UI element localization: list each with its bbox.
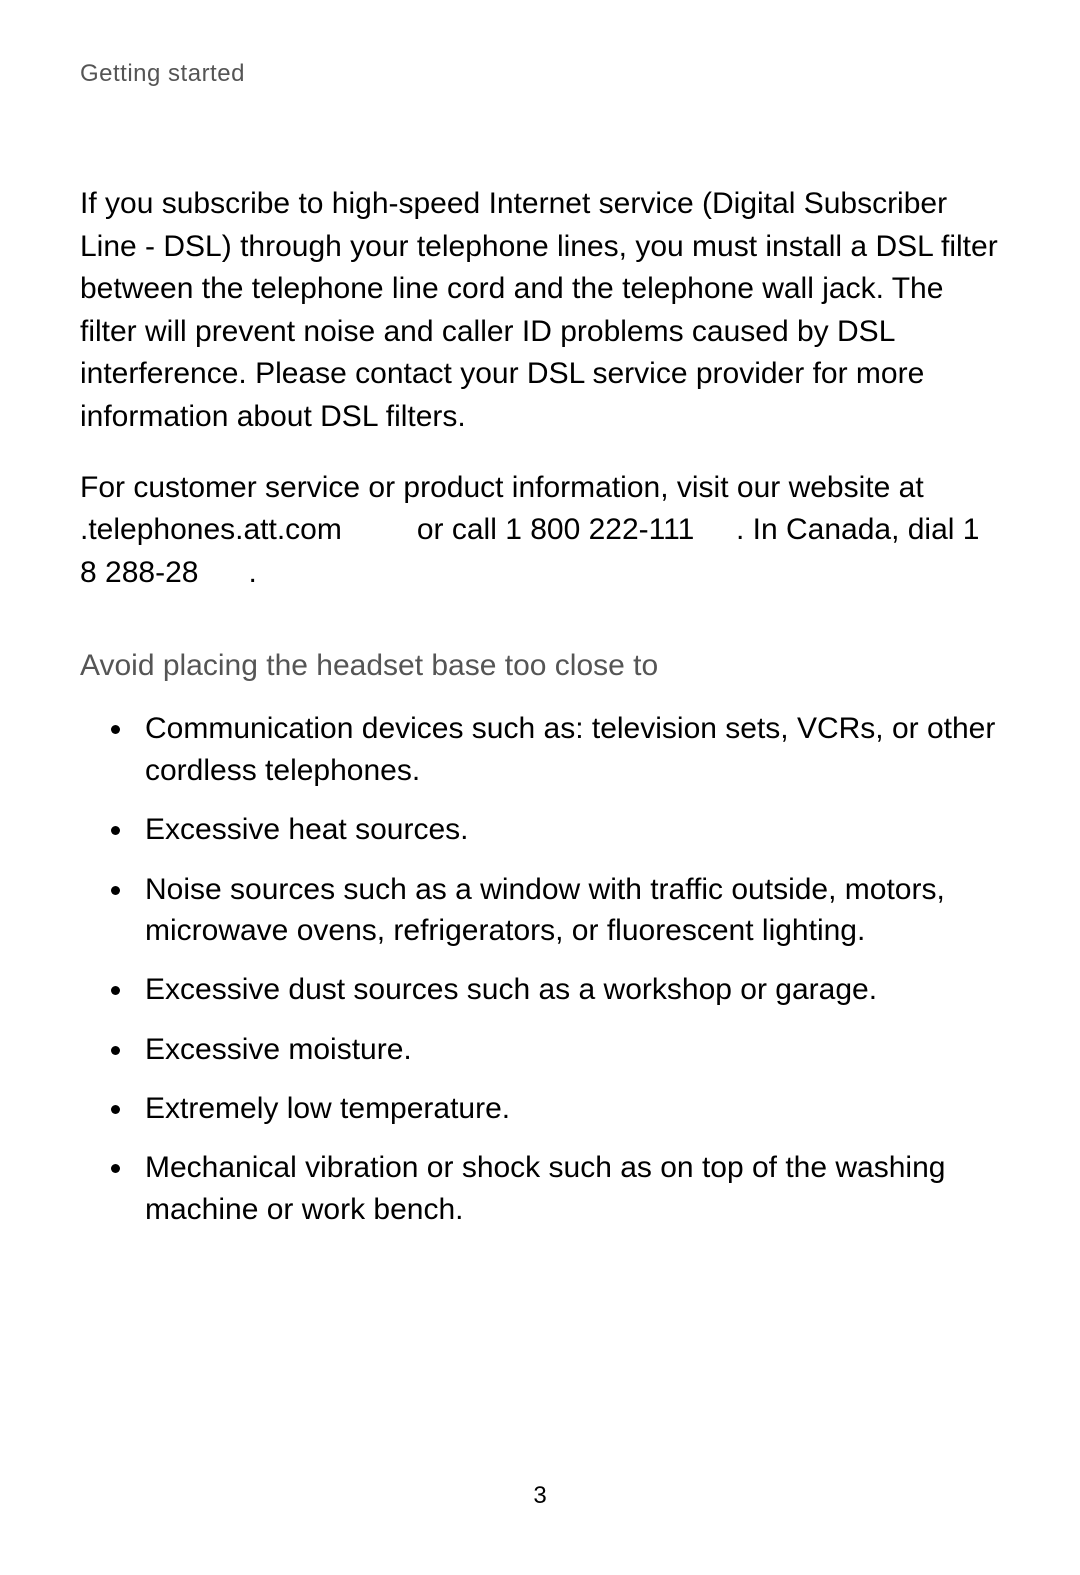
website-link[interactable]: .telephones.att.com [80, 513, 342, 546]
section-label: Getting started [80, 60, 1000, 88]
cs-mid1: or call [409, 513, 506, 546]
avoid-subheading: Avoid placing the headset base too close… [80, 649, 1000, 683]
avoid-list: Communication devices such as: televisio… [80, 708, 1000, 1230]
dsl-paragraph: If you subscribe to high-speed Internet … [80, 183, 1000, 439]
cs-suffix: . [240, 556, 257, 589]
cs-prefix: For customer service or product informat… [80, 471, 924, 504]
customer-service-paragraph: For customer service or product informat… [80, 467, 1000, 595]
list-item: Extremely low temperature. [135, 1088, 1000, 1129]
cs-mid2: . In Canada, dial [728, 513, 963, 546]
list-item: Excessive moisture. [135, 1029, 1000, 1070]
list-item: Excessive dust sources such as a worksho… [135, 969, 1000, 1010]
phone-us: 1 800 222-111 [505, 513, 694, 546]
page-number: 3 [0, 1482, 1080, 1510]
list-item: Noise sources such as a window with traf… [135, 869, 1000, 952]
list-item: Mechanical vibration or shock such as on… [135, 1147, 1000, 1230]
page-container: Getting started If you subscribe to high… [0, 0, 1080, 1575]
list-item: Excessive heat sources. [135, 809, 1000, 850]
list-item: Communication devices such as: televisio… [135, 708, 1000, 791]
